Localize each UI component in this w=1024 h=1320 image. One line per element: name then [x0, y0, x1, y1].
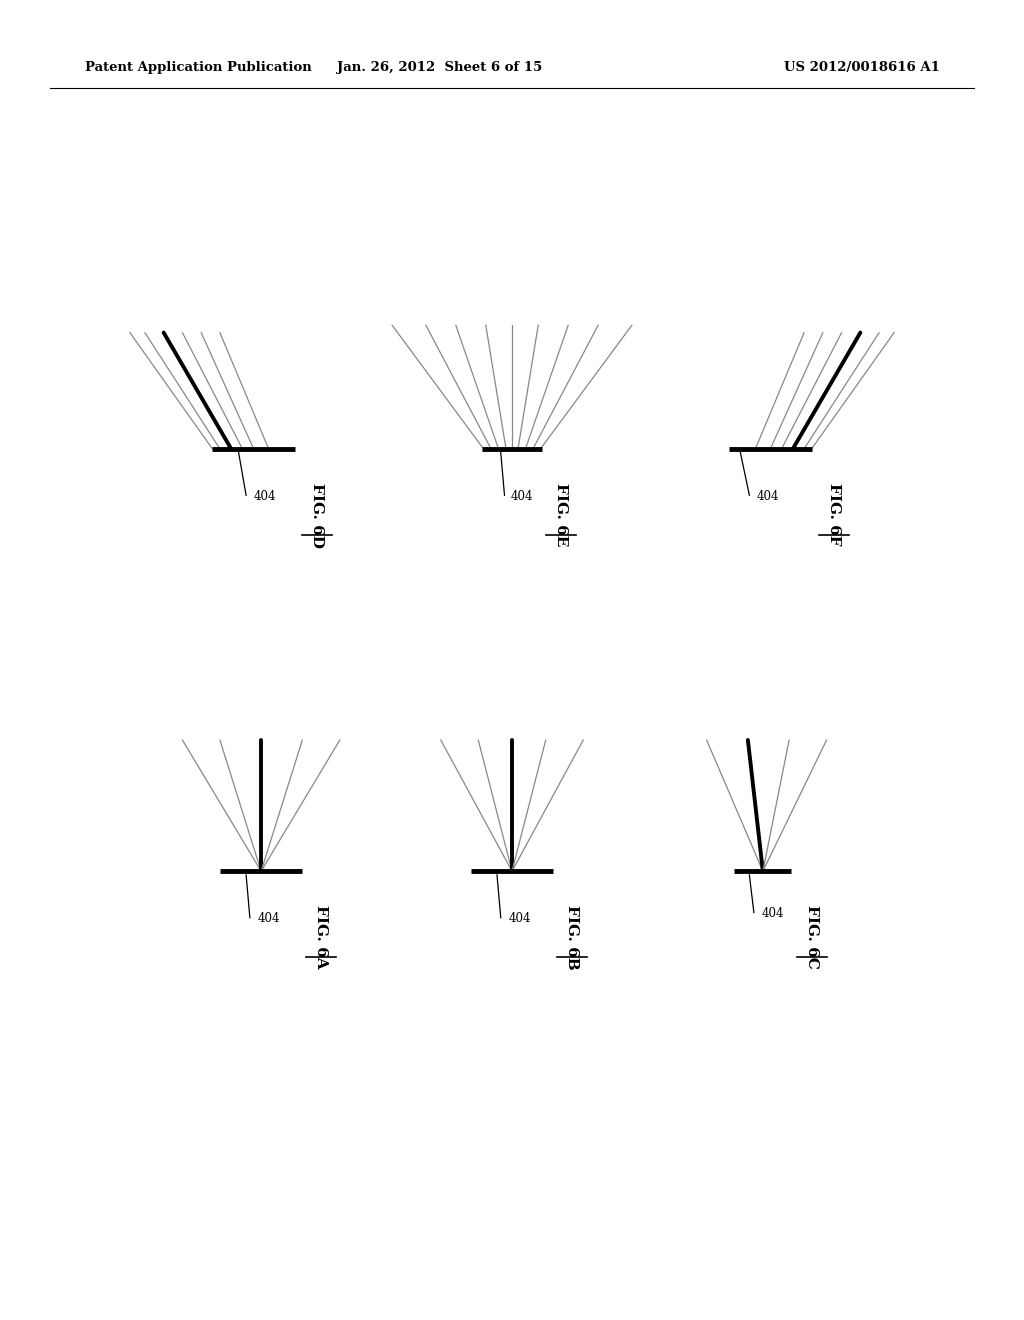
Text: FIG. 6F: FIG. 6F — [827, 483, 841, 545]
Text: 404: 404 — [762, 907, 784, 920]
Text: Jan. 26, 2012  Sheet 6 of 15: Jan. 26, 2012 Sheet 6 of 15 — [337, 62, 543, 74]
Text: US 2012/0018616 A1: US 2012/0018616 A1 — [784, 62, 940, 74]
Text: FIG. 6A: FIG. 6A — [314, 906, 328, 969]
Text: 404: 404 — [508, 912, 530, 925]
Text: 404: 404 — [757, 490, 779, 503]
Text: FIG. 6D: FIG. 6D — [310, 483, 325, 548]
Text: 404: 404 — [254, 490, 276, 503]
Text: 404: 404 — [511, 490, 534, 503]
Text: 404: 404 — [257, 912, 280, 925]
Text: FIG. 6B: FIG. 6B — [565, 906, 579, 970]
Text: Patent Application Publication: Patent Application Publication — [85, 62, 311, 74]
Text: FIG. 6E: FIG. 6E — [554, 483, 567, 546]
Text: FIG. 6C: FIG. 6C — [805, 906, 818, 969]
